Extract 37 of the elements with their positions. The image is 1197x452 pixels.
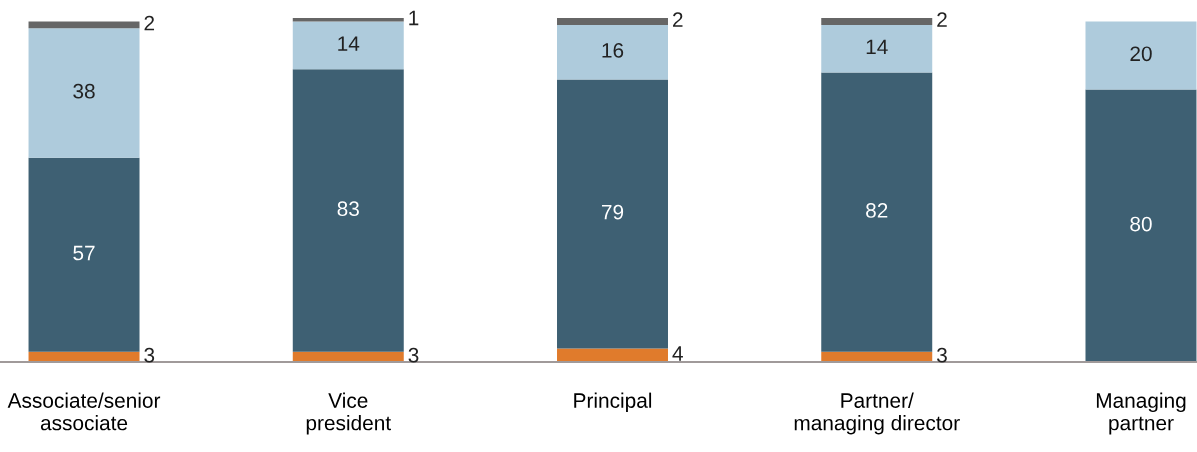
bar: [28, 157, 140, 352]
data-label: 2: [673, 12, 683, 27]
data-label: 80: [1130, 216, 1152, 232]
bar: [1085, 89, 1197, 363]
bar: [821, 24, 933, 73]
bar: [557, 24, 668, 80]
data-label: 3: [408, 347, 419, 363]
data-label: 16: [602, 42, 624, 58]
bar: [28, 21, 140, 29]
bar: [28, 28, 140, 158]
data-label: 38: [73, 83, 95, 99]
x-tick-label: Partner/ managing director: [794, 392, 960, 435]
data-label: 20: [1130, 46, 1152, 62]
bar: [292, 69, 404, 352]
data-label: 3: [144, 347, 155, 363]
x-tick-label: Managing partner: [1096, 392, 1186, 435]
data-label: 82: [866, 203, 888, 218]
bar: [821, 18, 933, 25]
x-tick-label: Principal: [574, 392, 652, 413]
data-label: 4: [672, 346, 683, 361]
data-label: 2: [937, 12, 947, 27]
x-tick-label: Associate/senior associate: [7, 392, 161, 431]
data-label: 14: [338, 36, 360, 51]
x-tick-label: Vice president: [306, 392, 391, 435]
bar: [1085, 21, 1197, 90]
data-label: 14: [866, 39, 888, 55]
bar: [557, 348, 668, 363]
data-label: 2: [144, 15, 155, 31]
bar: [557, 18, 668, 25]
data-label: 83: [337, 201, 359, 217]
data-label: 3: [936, 347, 947, 363]
data-label: 79: [601, 204, 624, 220]
data-label: 1: [409, 10, 419, 26]
bar: [292, 21, 404, 70]
data-label: 57: [73, 245, 95, 261]
bar: [557, 79, 668, 349]
bar: [821, 72, 933, 352]
